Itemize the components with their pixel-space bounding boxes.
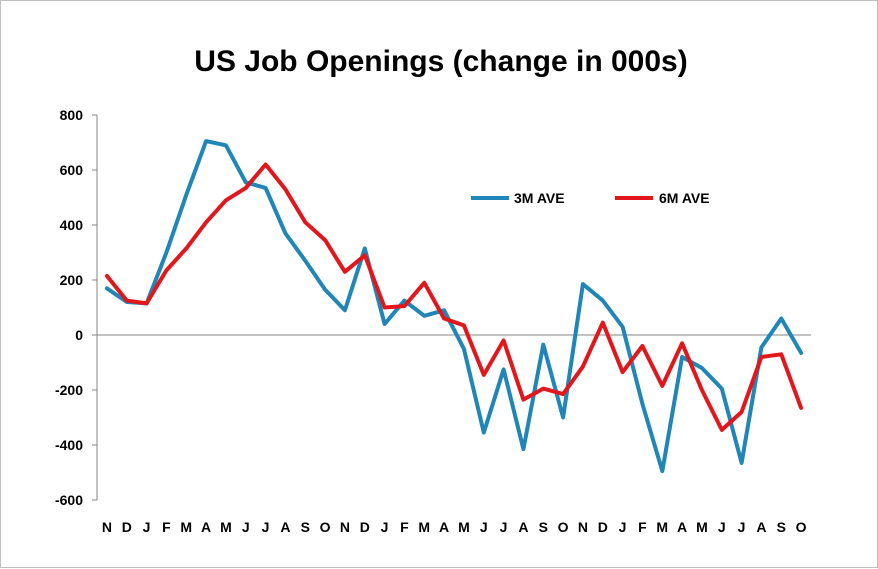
y-tick-label: -600 (55, 492, 83, 508)
x-tick-label: M (458, 519, 470, 535)
legend: 3M AVE 6M AVE (471, 190, 710, 206)
x-tick-label: F (638, 519, 647, 535)
x-tick-label: A (280, 519, 290, 535)
x-tick-label: A (677, 519, 687, 535)
x-tick-label: J (242, 519, 250, 535)
x-tick-label: A (439, 519, 449, 535)
x-tick-label: J (500, 519, 508, 535)
legend-label: 6M AVE (659, 190, 710, 206)
y-tick-label: 0 (75, 327, 83, 343)
x-tick-label: D (598, 519, 608, 535)
x-tick-label: F (162, 519, 171, 535)
x-tick-label: M (696, 519, 708, 535)
x-tick-label: A (201, 519, 211, 535)
x-tick-label: O (796, 519, 807, 535)
x-tick-label: J (480, 519, 488, 535)
x-tick-label: M (180, 519, 192, 535)
y-tick-label: 800 (60, 107, 84, 123)
x-tick-label: J (718, 519, 726, 535)
x-tick-label: N (102, 519, 112, 535)
x-tick-label: D (360, 519, 370, 535)
chart-title: US Job Openings (change in 000s) (194, 45, 687, 78)
series-line-6m-ave (104, 162, 804, 432)
x-tick-label: F (400, 519, 409, 535)
x-tick-label: M (656, 519, 668, 535)
x-tick-label: M (418, 519, 430, 535)
y-tick-label: -200 (55, 382, 83, 398)
x-tick-label: J (143, 519, 151, 535)
x-tick-label: J (262, 519, 270, 535)
x-tick-label: J (381, 519, 389, 535)
x-tick-label: N (578, 519, 588, 535)
series-line-3m-ave (104, 139, 804, 474)
y-tick-label: -400 (55, 437, 83, 453)
x-tick-label: M (220, 519, 232, 535)
y-tick-label: 600 (60, 162, 84, 178)
x-tick-label: S (777, 519, 786, 535)
x-tick-label: A (756, 519, 766, 535)
legend-label: 3M AVE (514, 190, 565, 206)
y-tick-label: 200 (60, 272, 84, 288)
x-tick-label: J (738, 519, 746, 535)
x-tick-label: S (539, 519, 548, 535)
x-tick-label: D (122, 519, 132, 535)
x-tick-label: N (340, 519, 350, 535)
x-tick-label: S (301, 519, 310, 535)
series-layer (104, 139, 804, 474)
y-tick-label: 400 (60, 217, 84, 233)
x-tick-label: O (558, 519, 569, 535)
x-tick-label: O (320, 519, 331, 535)
x-tick-label: J (619, 519, 627, 535)
x-tick-label: A (518, 519, 528, 535)
